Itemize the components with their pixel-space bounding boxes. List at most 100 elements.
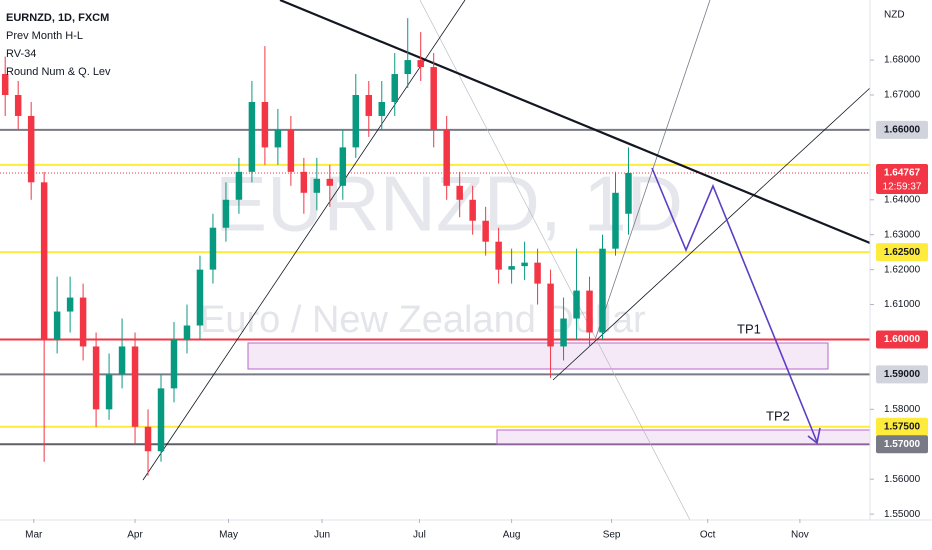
candle-body xyxy=(521,262,528,267)
candle-body xyxy=(482,220,489,242)
y-tick-label: 1.56000 xyxy=(884,474,921,485)
projection-path xyxy=(651,167,818,443)
candle-body xyxy=(417,60,424,68)
candle-body xyxy=(612,192,619,249)
candles-layer xyxy=(1,18,632,476)
candle-body xyxy=(287,129,295,172)
currency-label: NZD xyxy=(884,10,905,21)
level-label-box xyxy=(876,435,928,454)
zone-box xyxy=(496,429,871,445)
y-tick-label: 1.64000 xyxy=(884,194,921,205)
x-tick-label: Aug xyxy=(503,530,521,541)
candle-body xyxy=(157,388,165,452)
trend-line xyxy=(279,0,871,245)
legend-title: EURNZD, 1D, FXCM xyxy=(6,12,109,24)
price-label: 1.64767 xyxy=(884,168,921,179)
candle-body xyxy=(196,269,204,326)
x-tick-label: Apr xyxy=(127,530,143,541)
annotation: TP1 xyxy=(737,321,761,336)
candle-body xyxy=(209,227,217,270)
candle-body xyxy=(235,171,243,200)
candle-body xyxy=(378,101,386,116)
candle-body xyxy=(261,101,269,148)
background-layer: EURNZD, 1D Euro / New Zealand Dollar xyxy=(200,160,683,341)
candle-body xyxy=(339,147,347,186)
candle-body xyxy=(469,199,476,221)
candle-body xyxy=(573,290,580,319)
candle-body xyxy=(79,297,87,347)
y-tick-label: 1.67000 xyxy=(884,90,921,101)
level-label: 1.59000 xyxy=(884,369,921,380)
candle-body xyxy=(560,318,567,347)
watermark-subtitle: Euro / New Zealand Dollar xyxy=(200,299,646,341)
x-tick-label: Jun xyxy=(314,530,330,541)
level-label: 1.57500 xyxy=(884,421,921,432)
level-label: 1.60000 xyxy=(884,334,921,345)
candle-body xyxy=(352,94,360,148)
candle-body xyxy=(391,74,398,102)
candle-body xyxy=(27,115,35,183)
x-tick-label: Mar xyxy=(25,530,43,541)
candle-body xyxy=(183,325,191,340)
candle-body xyxy=(222,199,230,228)
level-label-box xyxy=(876,365,928,384)
x-tick-label: Oct xyxy=(700,530,716,541)
candle-body xyxy=(456,185,463,200)
candle-body xyxy=(495,241,502,270)
level-label-box xyxy=(876,417,928,436)
x-tick-label: Sep xyxy=(603,530,621,541)
x-tick-label: Nov xyxy=(791,530,809,541)
y-tick-label: 1.62000 xyxy=(884,264,921,275)
candle-body xyxy=(105,374,113,410)
candle-body xyxy=(300,171,308,193)
candle-body xyxy=(40,182,48,340)
candle-body xyxy=(313,178,321,193)
axis-layer: NZD 1.55000 1.56000 1.58000 1.61000 1.62000 1… xyxy=(25,10,928,541)
indicator-label: Prev Month H-L xyxy=(6,30,83,42)
candle-body xyxy=(599,248,606,333)
legend: EURNZD, 1D, FXCM Prev Month H-L RV-34 Ro… xyxy=(6,12,111,78)
candle-body xyxy=(547,283,554,347)
guide-line xyxy=(419,0,691,521)
trend-line xyxy=(142,0,466,481)
candle-body xyxy=(92,346,100,410)
level-label-box xyxy=(876,243,928,262)
candle-body xyxy=(625,172,632,214)
candle-body xyxy=(443,129,450,186)
y-tick-label: 1.63000 xyxy=(884,229,921,240)
candle-body xyxy=(365,94,373,116)
indicator-label: Round Num & Q. Lev xyxy=(6,66,111,78)
level-label-box xyxy=(876,120,928,139)
candle-body xyxy=(534,262,541,284)
price-label-box xyxy=(876,163,928,194)
y-tick-label: 1.55000 xyxy=(884,509,921,520)
x-tick-label: May xyxy=(219,530,238,541)
arrow-head xyxy=(807,427,821,445)
candle-body xyxy=(508,266,515,270)
candle-body xyxy=(66,297,74,312)
y-tick-label: 1.61000 xyxy=(884,299,921,310)
level-label: 1.62500 xyxy=(884,247,921,258)
candle-body xyxy=(118,346,126,375)
candle-body xyxy=(404,60,411,75)
level-label-box xyxy=(876,330,928,349)
drawings-layer: TP1 TP2 xyxy=(142,0,871,521)
annotation: TP2 xyxy=(766,408,790,423)
y-tick-label: 1.68000 xyxy=(884,55,921,66)
candle-body xyxy=(170,339,178,389)
candle-body xyxy=(274,129,282,148)
x-tick-label: Jul xyxy=(413,530,426,541)
zone-box xyxy=(247,342,829,370)
candle-body xyxy=(14,94,22,116)
candle-body xyxy=(144,426,152,452)
candle-body xyxy=(53,311,61,340)
candle-body xyxy=(248,101,256,172)
level-label: 1.57000 xyxy=(884,439,921,450)
candle-body xyxy=(326,178,334,186)
candle-body xyxy=(1,74,9,95)
candle-body xyxy=(586,290,593,333)
indicator-label: RV-34 xyxy=(6,48,36,60)
countdown-label: 12:59:37 xyxy=(883,182,922,193)
candle-body xyxy=(131,346,139,427)
